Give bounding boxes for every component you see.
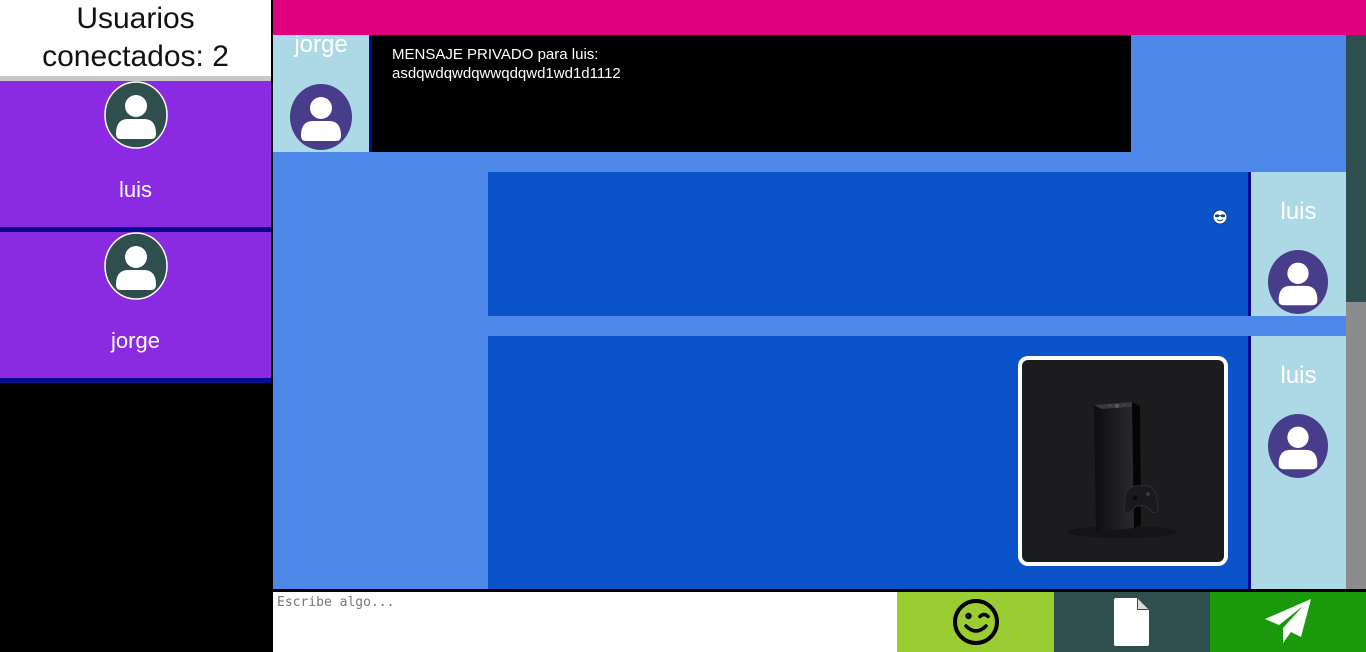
- paper-plane-icon: [1265, 599, 1311, 643]
- header-divider: [0, 76, 271, 81]
- user-card-jorge[interactable]: jorge: [0, 232, 271, 383]
- user-name: luis: [118, 177, 152, 202]
- user-card-luis[interactable]: luis: [0, 81, 271, 232]
- sender-name: luis: [1280, 362, 1317, 389]
- connected-users-sidebar: Usuarios conectados: 2 luis jorge: [0, 0, 271, 652]
- message-divider: [369, 35, 372, 152]
- message-divider: [1248, 172, 1251, 316]
- message-image[interactable]: [1018, 356, 1228, 566]
- sender-avatar-icon: [1267, 250, 1329, 314]
- attach-file-button[interactable]: [1054, 592, 1210, 652]
- message-sender: luis: [1251, 172, 1346, 316]
- message-bubble: [488, 172, 1248, 316]
- message-text-line: MENSAJE PRIVADO para luis:: [392, 46, 599, 63]
- chat-scrollbar[interactable]: [1346, 35, 1366, 591]
- user-avatar-icon: [104, 81, 168, 149]
- user-avatar-icon: [104, 232, 168, 300]
- game-console-image: [1067, 402, 1177, 538]
- message-sender: luis: [1251, 336, 1346, 591]
- wink-smiley-icon: [952, 599, 999, 645]
- sender-name: jorge: [294, 35, 348, 58]
- emoji-button[interactable]: [897, 592, 1054, 652]
- sender-avatar-icon: [1267, 414, 1329, 478]
- message-bubble: MENSAJE PRIVADO para luis: asdqwdqwdqwwq…: [372, 35, 1131, 152]
- chat-messages-area[interactable]: jorge MENSAJE PRIVADO para luis: asdqwdq…: [273, 35, 1346, 591]
- scrollbar-thumb[interactable]: [1346, 35, 1366, 302]
- composer-divider: [273, 589, 1366, 592]
- sender-name: luis: [1280, 198, 1317, 225]
- message-text-line: asdqwdqwdqwwqdqwd1wd1d1112: [392, 65, 621, 82]
- send-button[interactable]: [1210, 592, 1366, 652]
- top-bar: [273, 0, 1366, 35]
- sunglasses-emoji-icon: [1212, 209, 1228, 225]
- connected-users-header: Usuarios conectados: 2: [0, 0, 271, 76]
- message-input[interactable]: [273, 592, 897, 652]
- message-bubble: [488, 336, 1248, 591]
- file-icon: [1114, 598, 1149, 646]
- user-name: jorge: [111, 328, 160, 353]
- message-divider: [1248, 336, 1251, 591]
- sender-avatar-icon: [290, 84, 352, 150]
- message-sender: jorge: [273, 35, 369, 152]
